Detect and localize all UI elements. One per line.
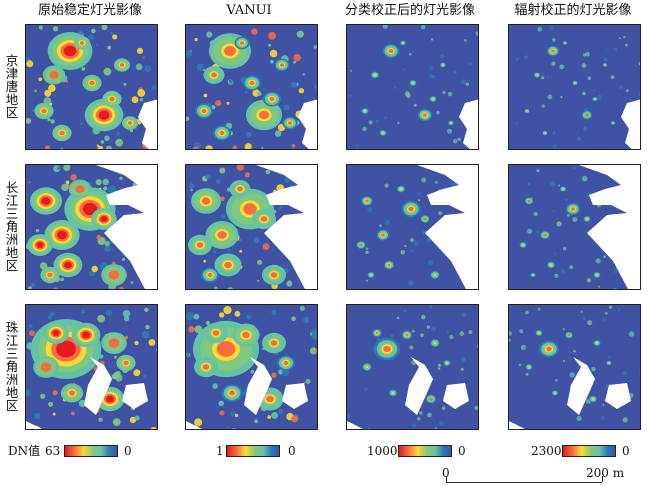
map-panel-0-2 [346, 24, 479, 150]
column-title-original: 原始稳定灯光影像 [37, 3, 142, 18]
colorbar-4-max-label: 2300 [531, 444, 562, 458]
column-title-radiometric-corrected: 辐射校正的灯光影像 [514, 3, 632, 18]
colorbar-classification [398, 445, 452, 457]
scale-bar-tick-end [602, 476, 603, 482]
map-panel-0-0 [25, 24, 158, 150]
scale-bar-tick-start [446, 476, 447, 482]
colorbar-3-min-label: 0 [458, 444, 466, 458]
map-panel-1-2 [346, 164, 479, 290]
dn-value-label: DN值 [8, 444, 41, 458]
map-panel-1-0 [25, 164, 158, 290]
column-title-vanui: VANUI [226, 3, 272, 18]
row-label-pearl-delta: 珠江三角洲地区 [3, 321, 19, 412]
colorbar-1-max-label: 63 [45, 444, 61, 458]
map-panel-2-0 [25, 304, 158, 430]
map-panel-0-3 [508, 24, 641, 150]
map-panel-2-2 [346, 304, 479, 430]
row-label-yangtze-delta: 长江三角洲地区 [3, 181, 19, 272]
colorbar-vanui [226, 445, 280, 457]
colorbar-2-min-label: 0 [288, 444, 296, 458]
map-panel-1-1 [185, 164, 318, 290]
row-label-jingjintang: 京津唐地区 [3, 54, 19, 119]
scale-bar [446, 482, 602, 483]
colorbar-2-max-label: 1 [216, 444, 224, 458]
column-title-classification-corrected: 分类校正后的灯光影像 [344, 3, 475, 18]
colorbar-radiometric [562, 445, 616, 457]
colorbar-3-max-label: 1000 [367, 444, 398, 458]
colorbar-original [64, 445, 118, 457]
colorbar-1-min-label: 0 [124, 444, 132, 458]
scale-bar-start-label: 0 [442, 466, 450, 480]
map-panel-0-1 [185, 24, 318, 150]
scale-bar-end-label: 200 m [586, 466, 625, 480]
map-panel-2-1 [185, 304, 318, 430]
map-panel-2-3 [508, 304, 641, 430]
map-panel-1-3 [508, 164, 641, 290]
colorbar-4-min-label: 0 [622, 444, 630, 458]
